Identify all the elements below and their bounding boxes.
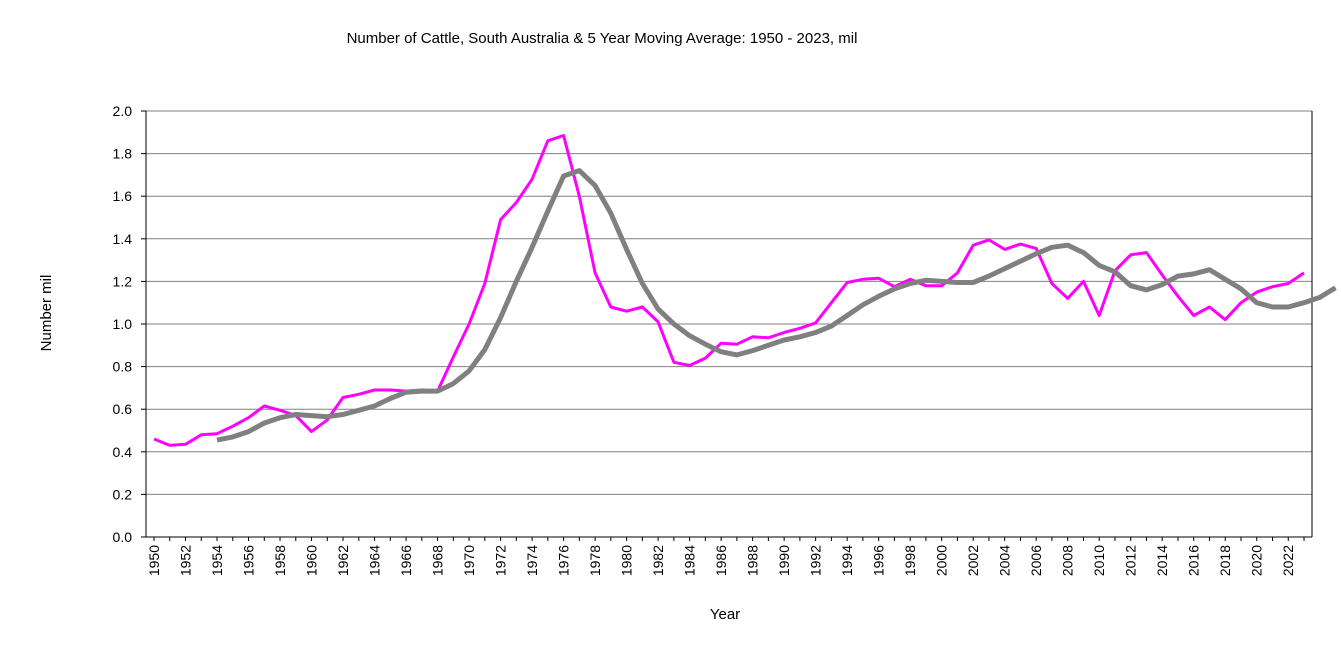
x-tick-label: 1996 [871,545,887,576]
series-line-cattle [153,134,1305,447]
series-lines [153,134,1337,447]
x-tick-label: 1970 [461,545,477,576]
x-tick-label: 1978 [587,545,603,576]
y-tick-label: 2.0 [113,103,133,119]
x-tick-label: 1988 [745,545,761,576]
x-tick-label: 2020 [1249,545,1265,576]
x-tick-label: 1958 [272,545,288,576]
x-tick-label: 2016 [1186,545,1202,576]
x-tick-label: 2008 [1060,545,1076,576]
x-tick-label: 1980 [619,545,635,576]
x-tick-label: 1966 [398,545,414,576]
x-tick-label: 2010 [1091,545,1107,576]
y-tick-label: 1.0 [113,316,133,332]
x-tick-label: 1954 [209,545,225,576]
x-tick-label: 1952 [178,545,194,576]
y-tick-label: 0.2 [113,486,133,502]
x-tick-label: 1960 [304,545,320,576]
x-tick-label: 1950 [146,545,162,576]
y-tick-label: 1.8 [113,146,133,162]
x-tick-label: 1962 [335,545,351,576]
x-tick-label: 1974 [524,545,540,576]
y-tick-label: 0.4 [113,444,133,460]
x-tick-label: 1986 [713,545,729,576]
x-tick-label: 2004 [997,545,1013,576]
x-tick-label: 2000 [934,545,950,576]
x-tick-label: 1956 [241,545,257,576]
y-tick-label: 0.6 [113,401,133,417]
x-tick-label: 2012 [1123,545,1139,576]
y-tick-label: 0.8 [113,359,133,375]
x-tick-label: 2006 [1028,545,1044,576]
x-tick-label: 1972 [493,545,509,576]
grid [146,110,1312,495]
y-axis-label: Number mil [38,275,55,352]
y-tick-label: 1.4 [113,231,133,247]
x-tick-label: 1998 [902,545,918,576]
chart-title: Number of Cattle, South Australia & 5 Ye… [347,30,858,47]
x-tick-label: 2022 [1280,545,1296,576]
axes [141,110,1313,541]
y-tick-label: 1.2 [113,273,133,289]
y-tick-label: 0.0 [113,529,133,545]
x-tick-label: 1964 [367,545,383,576]
series-line-moving-average [216,168,1337,443]
y-tick-label: 1.6 [113,188,133,204]
x-tick-label: 1982 [650,545,666,576]
x-tick-label: 1984 [682,545,698,576]
x-tick-label: 1992 [808,545,824,576]
y-tick-labels: 0.0 0.2 0.4 0.6 0.8 1.0 1.2 1.4 1.6 1.8 2.0 [113,103,133,545]
x-axis-label: Year [710,606,740,623]
x-tick-labels: 1950 1952 1954 1956 1958 1960 1962 1964 1966 1968… [146,545,1296,576]
x-tick-label: 1994 [839,545,855,576]
x-tick-label: 2002 [965,545,981,576]
x-tick-label: 1990 [776,545,792,576]
x-tick-label: 2014 [1154,545,1170,576]
x-tick-label: 1976 [556,545,572,576]
x-tick-label: 1968 [430,545,446,576]
x-tick-label: 2018 [1217,545,1233,576]
